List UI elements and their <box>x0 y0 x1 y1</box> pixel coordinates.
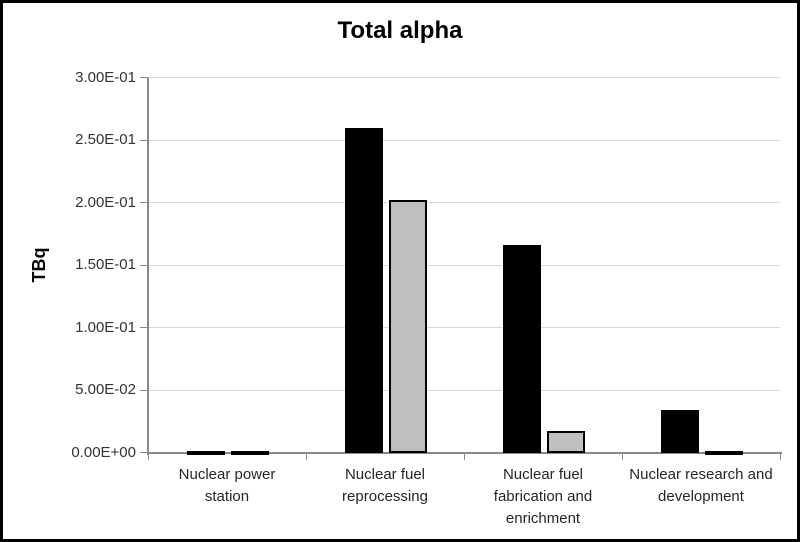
y-tick-label: 1.00E-01 <box>75 318 136 336</box>
y-gridline <box>148 202 780 203</box>
y-gridline <box>148 389 780 391</box>
x-category-label: Nuclear research and development <box>629 466 773 505</box>
y-tick-label: 3.00E-01 <box>75 68 136 86</box>
y-axis-line <box>146 77 149 455</box>
bar-series-2-gray-cat2 <box>389 200 427 453</box>
x-axis-tick <box>147 452 149 460</box>
y-axis-tick <box>140 139 148 141</box>
y-axis-tick <box>140 264 148 266</box>
y-tick-label: 5.00E-02 <box>75 381 136 398</box>
bar-series-2-gray-cat1 <box>231 450 269 455</box>
y-gridline <box>148 139 780 141</box>
y-axis-title: TBq <box>29 247 49 283</box>
y-tick-label: 2.50E-01 <box>75 131 136 148</box>
y-gridline <box>148 77 780 78</box>
bar-series-1-black-cat3 <box>503 245 541 453</box>
y-axis-tick <box>140 327 148 328</box>
bar-series-2-gray-cat3 <box>547 431 585 453</box>
y-gridline <box>148 327 780 328</box>
bar-series-2-gray-cat4 <box>705 450 743 455</box>
y-gridline <box>148 264 780 266</box>
bar-series-1-black-cat1 <box>187 450 225 455</box>
y-tick-label: 2.00E-01 <box>75 193 136 211</box>
x-category-label: Nuclear fuel fabrication and enrichment <box>493 466 593 527</box>
x-axis-tick <box>779 452 781 460</box>
y-axis-tick <box>140 452 148 453</box>
bar-series-1-black-cat2 <box>345 127 383 453</box>
x-category-label: Nuclear fuel reprocessing <box>342 466 428 505</box>
y-tick-label: 1.50E-01 <box>75 256 136 273</box>
bar-series-1-black-cat4 <box>661 410 699 453</box>
y-axis-tick <box>140 77 148 78</box>
x-axis-tick <box>305 452 307 460</box>
y-axis-tick <box>140 389 148 391</box>
x-category-label: Nuclear power station <box>178 466 276 505</box>
chart-title: Total alpha <box>337 17 463 44</box>
y-axis-tick <box>140 202 148 203</box>
x-axis-tick <box>621 452 623 460</box>
y-tick-label: 0.00E+00 <box>71 443 136 461</box>
x-axis-tick <box>463 452 465 460</box>
